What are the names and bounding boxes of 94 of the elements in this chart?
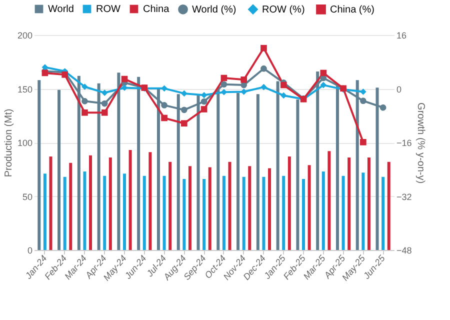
point <box>220 81 228 88</box>
bar <box>108 158 112 250</box>
point <box>161 114 168 122</box>
bar <box>202 179 206 250</box>
bar <box>182 179 186 250</box>
bar <box>137 76 140 250</box>
bar <box>63 176 66 250</box>
y2-tick-label: 0 <box>396 84 402 94</box>
point <box>220 74 228 82</box>
bar <box>222 176 226 250</box>
bar <box>282 176 286 250</box>
bar <box>122 174 126 250</box>
point <box>161 85 168 92</box>
y-tick-label: 100 <box>17 138 32 148</box>
point <box>260 84 267 90</box>
bar <box>308 165 311 250</box>
y2-tick-label: −32 <box>396 192 412 202</box>
legend-label: World <box>48 4 74 15</box>
point <box>101 109 108 116</box>
bar <box>89 155 92 250</box>
point <box>320 70 327 76</box>
bar <box>69 162 72 250</box>
point <box>260 44 267 52</box>
point <box>181 90 188 97</box>
bar <box>168 162 172 250</box>
bar <box>342 176 345 250</box>
bar <box>38 80 41 250</box>
y2-tick-label: 16 <box>396 30 407 40</box>
bar <box>268 168 272 250</box>
bar <box>256 94 260 250</box>
point <box>360 98 366 104</box>
legend-label: ROW <box>96 4 121 15</box>
bar <box>83 172 86 250</box>
point <box>280 92 287 99</box>
bar <box>128 150 132 250</box>
bar <box>208 167 212 250</box>
bar <box>248 166 252 250</box>
point <box>360 139 366 146</box>
bar <box>387 162 390 250</box>
point <box>220 88 228 96</box>
bar <box>328 151 331 250</box>
point <box>181 106 188 114</box>
y2-axis-title: Growth (% y-on-y) <box>414 102 426 184</box>
y-tick-label: 50 <box>22 192 32 202</box>
point <box>200 106 208 112</box>
bar <box>43 174 46 250</box>
bar <box>162 176 166 250</box>
point <box>181 120 188 127</box>
bar <box>236 93 240 250</box>
bar <box>296 100 300 250</box>
point <box>82 98 88 104</box>
point <box>360 88 366 95</box>
point <box>121 76 128 82</box>
bar <box>362 172 365 250</box>
bar <box>58 90 61 250</box>
y-tick-label: 0 <box>27 246 32 256</box>
point <box>200 92 208 98</box>
legend-label: China <box>143 4 170 15</box>
point <box>82 109 88 116</box>
point <box>82 84 88 90</box>
bar <box>228 162 232 250</box>
point <box>380 104 386 111</box>
bar <box>322 172 325 250</box>
bar <box>348 158 351 250</box>
bar <box>148 152 152 250</box>
point <box>240 76 247 83</box>
bar <box>367 158 370 250</box>
point <box>280 82 287 88</box>
point <box>161 102 168 108</box>
point <box>101 90 108 96</box>
point <box>62 71 68 78</box>
bar <box>188 166 192 250</box>
bar <box>262 176 266 250</box>
y2-tick-label: −48 <box>396 246 412 256</box>
bar <box>242 176 246 250</box>
y-axis-title: Production (Mt) <box>3 108 14 178</box>
y2-tick-label: −16 <box>396 138 412 148</box>
legend-label: World (%) <box>192 4 236 16</box>
y-tick-label: 150 <box>17 84 32 94</box>
point <box>200 98 208 105</box>
point <box>260 65 267 72</box>
bar <box>142 176 146 250</box>
legend-label: ROW (%) <box>262 4 305 16</box>
point <box>320 82 327 88</box>
point <box>121 84 128 91</box>
point <box>42 64 48 70</box>
bar <box>103 176 106 250</box>
legend-label: China (%) <box>330 4 374 16</box>
bar <box>382 176 385 250</box>
bar <box>288 156 291 250</box>
y-tick-label: 200 <box>17 30 32 40</box>
bar <box>302 179 306 250</box>
bar <box>49 156 52 250</box>
point <box>101 100 108 107</box>
